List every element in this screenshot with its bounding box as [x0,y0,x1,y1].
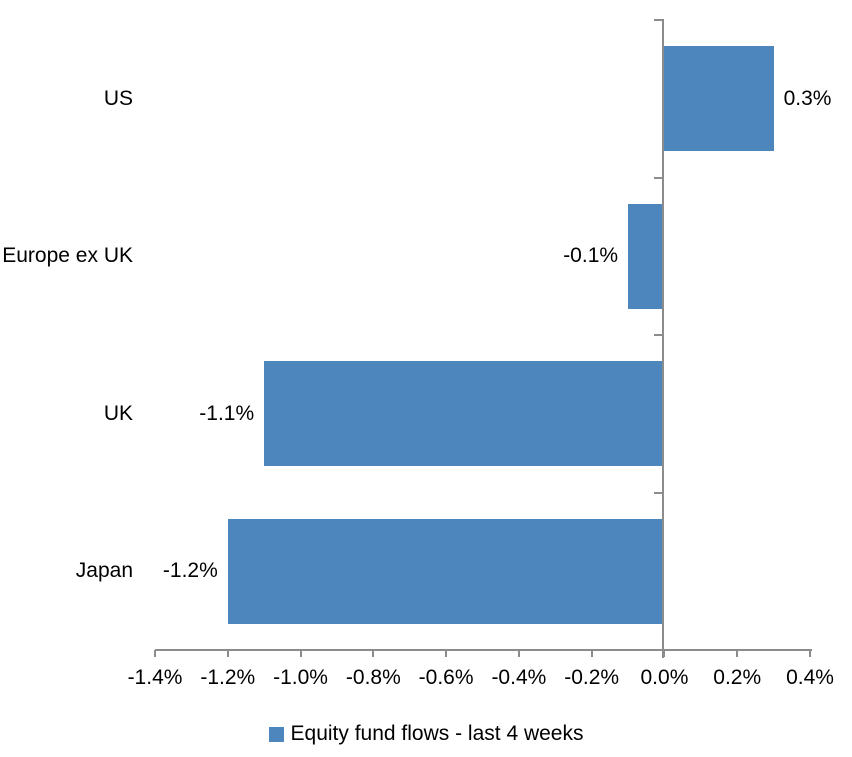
y-axis-tick [654,19,664,21]
data-label-us: 0.3% [783,86,832,110]
y-axis-tick [654,491,664,494]
category-label-europe-ex-uk: Europe ex UK [2,244,133,268]
data-label-europe-ex-uk: -0.1% [563,244,619,268]
x-axis-tick-label: 0.2% [713,666,762,689]
x-axis-tick-label: -1.2% [200,666,256,689]
x-axis-tick [445,650,448,657]
x-axis-tick [372,650,375,657]
bar-uk [264,361,665,467]
y-axis-line [662,19,665,658]
x-axis-tick-label: -0.8% [345,666,401,689]
x-axis-tick [809,650,811,657]
x-axis-tick-label: -1.4% [127,666,183,689]
legend: Equity fund flows - last 4 weeks [0,719,852,749]
x-axis-tick-label: 0.4% [786,666,834,689]
bar-japan [227,518,665,624]
x-axis-tick [590,650,593,657]
x-axis-tick [226,650,229,657]
category-label-uk: UK [103,401,133,425]
x-axis-tick [517,650,520,657]
category-label-japan: Japan [75,559,133,583]
x-axis-tick-label: 0.0% [640,666,689,689]
data-label-uk: -1.1% [199,401,255,425]
bar-us [664,46,774,152]
x-axis-tick-label: -0.6% [418,666,474,689]
data-label-japan: -1.2% [162,559,218,583]
x-axis-tick [663,650,666,657]
x-axis-tick [736,650,739,657]
x-axis-tick-label: -0.4% [491,666,547,689]
x-axis-tick [299,650,302,657]
y-axis-tick [654,176,664,179]
bar-europe-ex-uk [628,203,665,309]
legend-label: Equity fund flows - last 4 weeks [290,722,584,745]
x-axis-tick-label: -1.0% [273,666,328,689]
y-axis-tick [654,334,664,336]
x-axis-tick-label: -0.2% [564,666,620,689]
legend-swatch-icon [268,726,284,742]
category-label-us: US [103,86,133,110]
x-axis-tick [154,650,156,657]
x-axis-line [155,649,812,651]
